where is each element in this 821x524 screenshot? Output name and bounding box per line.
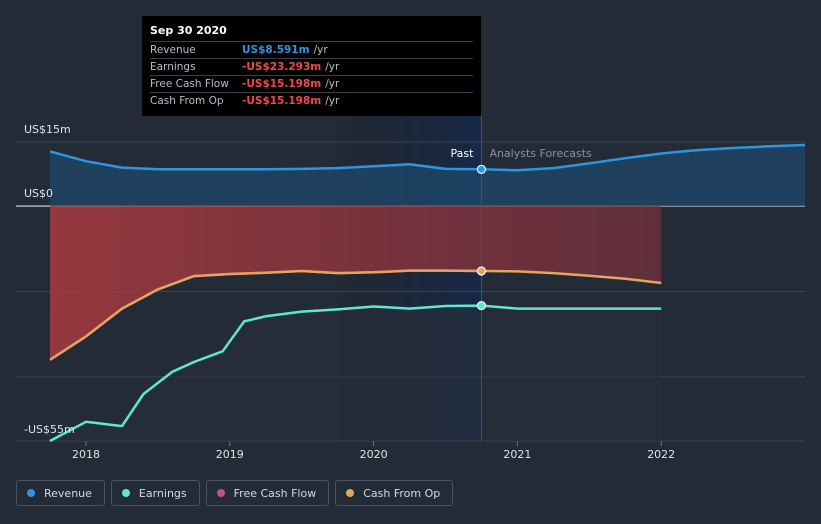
legend-item-revenue[interactable]: Revenue (16, 480, 105, 506)
tooltip-row-cash-from-op: Cash From Op -US$15.198m /yr (150, 92, 473, 109)
legend-item-cash-from-op[interactable]: Cash From Op (335, 480, 454, 506)
tooltip-unit: /yr (325, 78, 340, 90)
legend-label: Revenue (44, 486, 92, 500)
legend-dot-icon (216, 489, 225, 497)
tooltip-unit: /yr (325, 61, 340, 73)
chart: US$15m US$0 -US$55m 2018 2019 2020 2021 2022 Pas… (16, 115, 806, 461)
x-tick-label: 2020 (360, 448, 388, 461)
series-line-cash-from-op (49, 269, 662, 361)
x-tick-label: 2022 (647, 448, 675, 461)
legend-dot-icon (346, 489, 355, 497)
tooltip-date: Sep 30 2020 (150, 24, 227, 37)
tooltip-unit: /yr (325, 95, 340, 107)
tooltip-row-free-cash-flow: Free Cash Flow -US$15.198m /yr (150, 75, 473, 92)
cash-flow-area (50, 206, 662, 360)
legend-item-earnings[interactable]: Earnings (110, 480, 200, 506)
tooltip-label: Revenue (150, 44, 196, 56)
tooltip-label: Free Cash Flow (150, 78, 229, 90)
today-marker (476, 164, 487, 174)
y-tick-label: US$0 (24, 187, 53, 200)
y-tick-label: US$15m (24, 123, 71, 136)
past-label: Past (451, 147, 475, 160)
legend-dot-icon (27, 489, 35, 497)
legend-item-free-cash-flow[interactable]: Free Cash Flow (205, 480, 330, 506)
series-line-revenue (49, 143, 806, 172)
tooltip-row-revenue: Revenue US$8.591m /yr (150, 41, 473, 58)
x-tick-label: 2021 (503, 448, 531, 461)
tooltip-value: US$8.591m (242, 44, 310, 56)
tooltip-label: Earnings (150, 61, 196, 73)
legend-label: Cash From Op (363, 486, 441, 500)
tooltip-value: -US$15.198m (242, 78, 322, 90)
y-tick-label: -US$55m (24, 423, 75, 436)
tooltip-value: -US$23.293m (242, 61, 322, 73)
x-tick-label: 2019 (216, 448, 244, 461)
series-line-earnings (49, 304, 662, 443)
earnings-area (50, 305, 662, 441)
tooltip-label: Cash From Op (150, 95, 224, 107)
tooltip: Sep 30 2020 Revenue US$8.591m /yr Earnin… (142, 16, 481, 116)
today-marker (476, 266, 487, 276)
tooltip-row-earnings: Earnings -US$23.293m /yr (150, 58, 473, 75)
x-tick-label: 2018 (72, 448, 100, 461)
tooltip-value: -US$15.198m (242, 95, 322, 107)
legend-label: Free Cash Flow (233, 486, 317, 500)
forecast-label: Analysts Forecasts (489, 147, 592, 160)
today-marker (476, 300, 487, 311)
legend: Revenue Earnings Free Cash Flow Cash Fro… (16, 480, 454, 506)
tooltip-unit: /yr (313, 44, 328, 56)
legend-label: Earnings (138, 486, 187, 500)
legend-dot-icon (121, 489, 130, 497)
